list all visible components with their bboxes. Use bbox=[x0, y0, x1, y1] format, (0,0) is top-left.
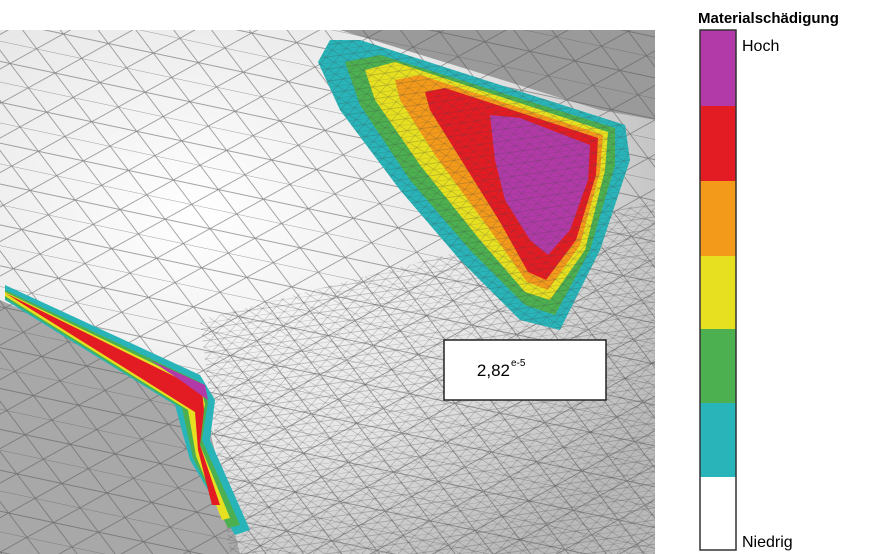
fem-render bbox=[0, 30, 655, 554]
legend-band bbox=[700, 106, 736, 181]
legend: Materialschädigung Hoch Niedrig bbox=[698, 10, 839, 551]
page: 2,82 e-5 Materialschädigung Hoch Niedrig bbox=[0, 0, 873, 554]
scene: 2,82 e-5 Materialschädigung Hoch Niedrig bbox=[0, 0, 873, 554]
legend-band bbox=[700, 329, 736, 403]
legend-band bbox=[700, 477, 736, 550]
value-exponent: e-5 bbox=[511, 358, 526, 369]
legend-low: Niedrig bbox=[742, 534, 793, 551]
value-mantissa: 2,82 bbox=[477, 361, 510, 380]
legend-high: Hoch bbox=[742, 38, 779, 55]
legend-band bbox=[700, 181, 736, 256]
value-box: 2,82 e-5 bbox=[444, 340, 606, 400]
legend-band bbox=[700, 256, 736, 329]
legend-band bbox=[700, 403, 736, 477]
legend-title: Materialschädigung bbox=[698, 10, 839, 27]
value-box-frame bbox=[444, 340, 606, 400]
legend-band bbox=[700, 30, 736, 106]
